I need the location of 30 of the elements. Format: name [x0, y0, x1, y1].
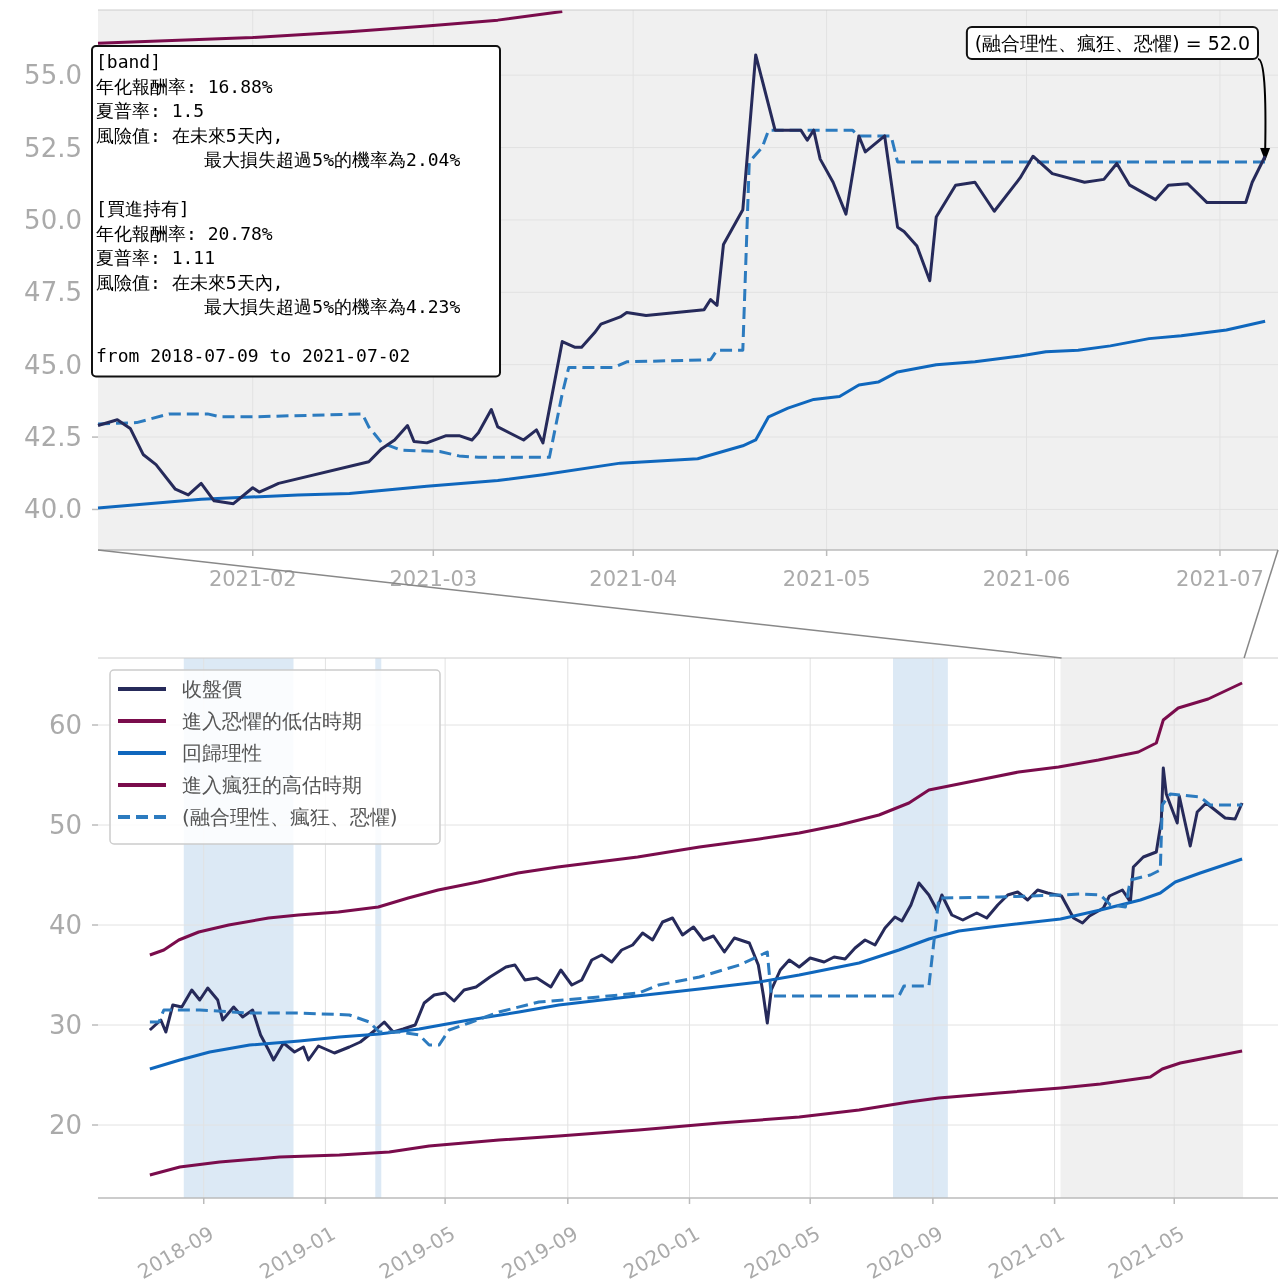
y-tick-label: 52.5	[24, 132, 82, 163]
legend-label: (融合理性、瘋狂、恐懼)	[182, 805, 398, 829]
x-tick-label: 2021-04	[589, 567, 678, 591]
legend-label: 進入瘋狂的高估時期	[182, 773, 362, 797]
line-series	[148, 1049, 1244, 1177]
y-tick-label: 20	[48, 1110, 82, 1140]
line-series	[96, 319, 1267, 510]
line-series	[96, 9, 564, 45]
y-tick-label: 30	[48, 1010, 82, 1040]
text: [band] 年化報酬率: 16.88% 夏普率: 1.5 風險值: 在未來5天內, 最大損失超過5%的機率為2.04% [買進持有] 年化報酬率: 20.78% 夏普率: 1.11 風險值: 在未來5天內, 最大損失超過5%的機率為4.23% from 2018-07-09 to 2021-07-02	[96, 51, 461, 366]
line-series	[148, 681, 1244, 957]
y-tick-label: 40	[48, 910, 82, 940]
y-tick-label: 60	[48, 710, 82, 740]
x-tick-label: 2021-05	[782, 567, 871, 591]
y-tick-label: 55.0	[24, 60, 82, 91]
y-tick-label: 42.5	[24, 422, 82, 453]
x-tick-label: 2021-03	[389, 567, 478, 591]
y-tick-label: 45.0	[24, 349, 82, 380]
x-tick-label: 2021-07	[1176, 567, 1264, 591]
line-series	[148, 857, 1244, 1071]
legend-label: 回歸理性	[182, 741, 262, 765]
annotation: (融合理性、瘋狂、恐懼) = 52.0	[974, 32, 1250, 54]
y-tick-label: 40.0	[24, 494, 82, 525]
y-tick-label: 47.5	[24, 277, 82, 308]
x-tick-label: 2021-06	[982, 567, 1071, 591]
y-tick-label: 50	[48, 810, 82, 840]
y-tick-label: 50.0	[24, 204, 82, 235]
x-tick-label: 2021-02	[208, 567, 297, 591]
legend-label: 收盤價	[182, 677, 242, 701]
legend-label: 進入恐懼的低估時期	[182, 709, 362, 733]
